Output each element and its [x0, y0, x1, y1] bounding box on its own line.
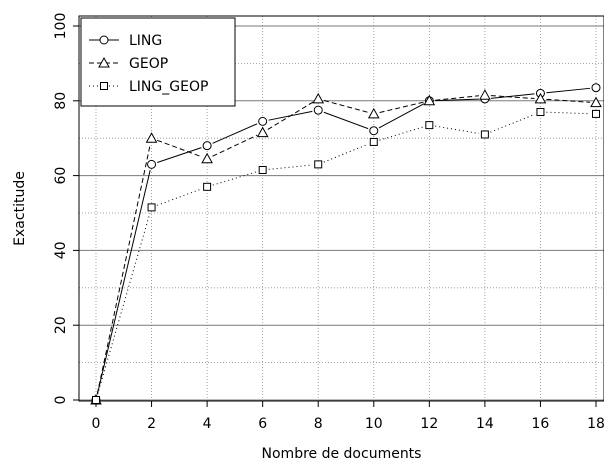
data-point-ling-geop [258, 165, 267, 174]
series-line-segment [212, 123, 258, 144]
y-tick-label: 80 [53, 92, 69, 110]
y-tick-label: 20 [53, 316, 69, 334]
series-line-segment [96, 170, 151, 395]
data-point-geop [367, 107, 380, 119]
legend-item-ling: LING [89, 33, 162, 49]
data-point-geop [534, 92, 547, 104]
y-tick-label: 0 [53, 396, 69, 405]
series-line-segment [378, 103, 425, 129]
data-point-geop [590, 96, 602, 108]
x-tick-label: 2 [147, 416, 156, 432]
data-point-ling-geop [536, 108, 545, 117]
data-point-ling [258, 116, 268, 126]
series-line-segment [323, 111, 369, 130]
legend: LING GEOP LING_GEOP [80, 17, 236, 107]
series-line-segment [435, 125, 480, 134]
series-line-segment [546, 98, 591, 103]
series-ling-geop [92, 108, 600, 404]
x-tick-label: 4 [203, 416, 212, 432]
series-line-segment [490, 93, 535, 99]
x-tick-label: 0 [92, 416, 101, 432]
legend-marker-circle [99, 35, 109, 45]
x-tick-label: 12 [420, 416, 438, 432]
series-line-segment [157, 139, 202, 158]
series-line-segment [379, 126, 424, 141]
series-line-segment [490, 95, 535, 100]
legend-item-ling-geop: LING_GEOP [89, 79, 208, 95]
y-axis-label: Exactitude [12, 171, 28, 246]
series-line-segment [323, 143, 369, 163]
data-point-ling-geop [480, 130, 489, 139]
x-tick-label: 6 [258, 416, 267, 432]
series-line-segment [268, 164, 313, 170]
series-line-segment [323, 100, 369, 113]
series-line-segment [96, 143, 151, 395]
legend-marker-triangle [98, 56, 110, 68]
x-tick-label: 14 [476, 416, 494, 432]
data-point-ling [313, 105, 323, 115]
data-point-geop [312, 92, 325, 104]
legend-label: LING [129, 33, 162, 49]
plot-frame [78, 15, 604, 402]
series-line-segment [212, 134, 258, 157]
data-point-ling [591, 83, 601, 93]
series-line-segment [435, 98, 479, 102]
data-point-geop [145, 132, 158, 143]
x-tick-label: 16 [532, 416, 550, 432]
data-point-geop [479, 89, 491, 100]
x-tick-label: 10 [365, 416, 383, 432]
series-ling [91, 83, 601, 405]
data-point-ling [147, 159, 157, 169]
series-line-segment [267, 101, 314, 130]
series-geop [90, 89, 602, 405]
data-point-ling-geop [147, 203, 156, 212]
series-line-segment [97, 213, 151, 395]
series-line-segment [157, 147, 202, 163]
data-point-ling [202, 141, 212, 151]
data-point-ling-geop [369, 137, 378, 146]
x-tick-label: 8 [314, 416, 323, 432]
series-line-segment [435, 95, 479, 101]
series-group [90, 83, 602, 405]
y-tick-label: 40 [53, 241, 69, 259]
y-tick-label: 100 [53, 13, 69, 40]
y-tick-label: 60 [53, 167, 69, 185]
series-line-segment [212, 171, 258, 186]
data-point-ling-geop [425, 121, 434, 130]
x-axis-label: Nombre de documents [262, 446, 422, 460]
series-line-segment [490, 113, 536, 133]
series-line-segment [157, 188, 202, 206]
data-point-geop [423, 94, 436, 106]
data-point-ling-geop [92, 396, 100, 404]
series-line-segment [546, 111, 591, 115]
data-point-ling-geop [592, 109, 600, 118]
legend-label: GEOP [129, 56, 168, 72]
data-point-ling-geop [314, 160, 323, 169]
legend-label: LING_GEOP [129, 79, 208, 95]
data-point-ling-geop [203, 182, 212, 191]
legend-marker-square [100, 82, 108, 90]
x-tick-label: 18 [587, 416, 604, 432]
data-point-geop [201, 152, 213, 164]
data-point-ling [369, 126, 379, 136]
legend-item-geop: GEOP [89, 56, 168, 72]
data-point-geop [256, 126, 269, 138]
series-line-segment [546, 87, 591, 94]
